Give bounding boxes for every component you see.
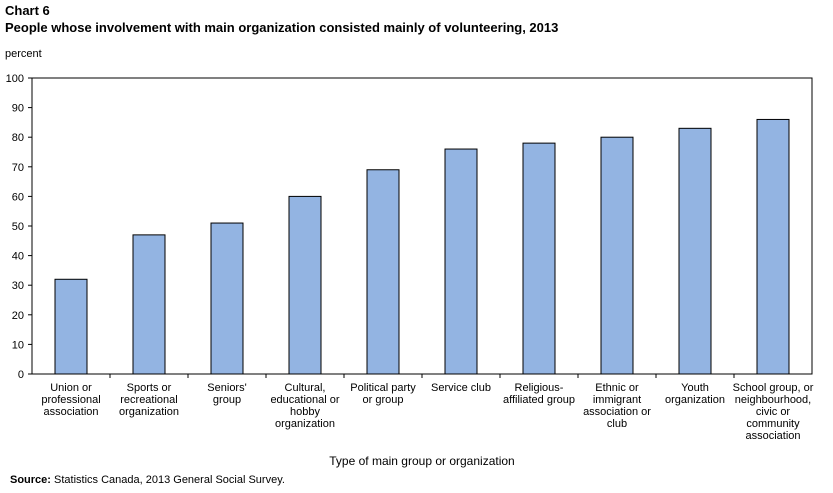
x-tick-label: neighbourhood, bbox=[735, 394, 811, 406]
y-tick-label: 10 bbox=[12, 339, 24, 351]
x-tick-label: Service club bbox=[431, 382, 491, 394]
bar bbox=[132, 234, 166, 375]
y-tick-label: 30 bbox=[12, 280, 24, 292]
y-tick-label: 90 bbox=[12, 103, 24, 115]
x-tick-label: Union or bbox=[50, 382, 92, 394]
x-tick-label: association or bbox=[583, 406, 651, 418]
bar bbox=[522, 142, 556, 375]
x-tick-label: organization bbox=[665, 394, 725, 406]
bar bbox=[366, 169, 400, 375]
x-tick-label: recreational bbox=[120, 394, 177, 406]
x-tick-label: organization bbox=[119, 406, 179, 418]
x-tick-label: organization bbox=[275, 418, 335, 430]
x-tick-label: Youth bbox=[681, 382, 709, 394]
x-tick-label: or group bbox=[363, 394, 404, 406]
bar bbox=[210, 222, 244, 375]
x-tick-label: Sports or bbox=[127, 382, 172, 394]
x-tick-label: affiliated group bbox=[503, 394, 575, 406]
bar bbox=[54, 278, 88, 375]
chart-title: People whose involvement with main organ… bbox=[5, 20, 559, 35]
x-tick-label: club bbox=[607, 418, 627, 430]
y-tick-label: 70 bbox=[12, 162, 24, 174]
y-axis-label: percent bbox=[5, 48, 42, 60]
y-tick-label: 20 bbox=[12, 310, 24, 322]
x-tick-label: Ethnic or bbox=[595, 382, 639, 394]
x-tick-label: educational or bbox=[270, 394, 339, 406]
x-tick-label: Religious- bbox=[515, 382, 564, 394]
x-tick-label: Political party bbox=[350, 382, 416, 394]
y-tick-label: 100 bbox=[6, 73, 24, 85]
bar bbox=[678, 127, 712, 375]
y-tick-label: 50 bbox=[12, 221, 24, 233]
x-tick-label: professional bbox=[41, 394, 100, 406]
x-tick-label: immigrant bbox=[593, 394, 641, 406]
x-tick-label: association bbox=[745, 430, 800, 442]
y-tick-label: 0 bbox=[18, 369, 24, 381]
x-tick-label: School group, or bbox=[733, 382, 814, 394]
x-tick-label: Seniors' bbox=[207, 382, 246, 394]
bar bbox=[444, 148, 478, 375]
source-note: Source: Statistics Canada, 2013 General … bbox=[10, 474, 285, 486]
chart-number-label: Chart 6 bbox=[5, 3, 50, 18]
bar bbox=[756, 118, 790, 375]
bar bbox=[288, 195, 322, 375]
x-axis-label: Type of main group or organization bbox=[329, 454, 514, 468]
x-tick-label: group bbox=[213, 394, 241, 406]
x-tick-label: association bbox=[43, 406, 98, 418]
y-tick-label: 60 bbox=[12, 191, 24, 203]
source-text: Statistics Canada, 2013 General Social S… bbox=[50, 474, 285, 486]
bar bbox=[600, 136, 634, 375]
x-tick-label: civic or bbox=[756, 406, 791, 418]
source-label: Source: bbox=[10, 474, 51, 486]
x-tick-label: community bbox=[746, 418, 800, 430]
y-tick-label: 40 bbox=[12, 251, 24, 263]
x-tick-label: hobby bbox=[290, 406, 320, 418]
x-tick-label: Cultural, bbox=[285, 382, 326, 394]
y-tick-label: 80 bbox=[12, 132, 24, 144]
